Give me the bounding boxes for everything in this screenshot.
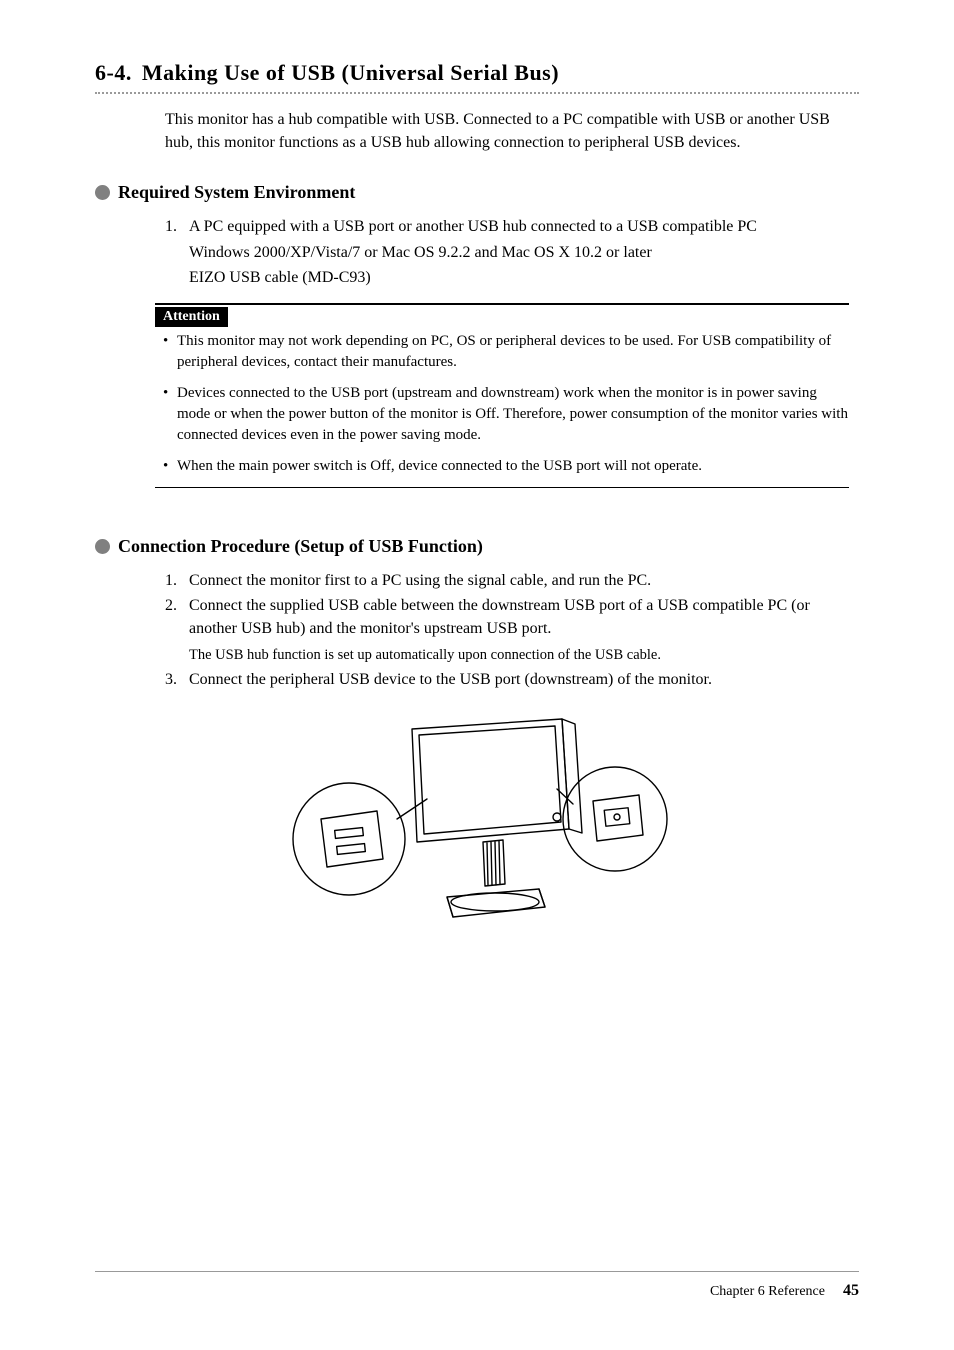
procedure-item: 1. Connect the monitor first to a PC usi… (165, 569, 849, 592)
procedure-item-text: Connect the supplied USB cable between t… (189, 594, 849, 640)
required-item-sub1: Windows 2000/XP/Vista/7 or Mac OS 9.2.2 … (189, 241, 849, 264)
attention-block: Attention This monitor may not work depe… (155, 303, 849, 488)
procedure-heading-row: Connection Procedure (Setup of USB Funct… (95, 536, 859, 557)
required-heading-row: Required System Environment (95, 182, 859, 203)
procedure-item-text: Connect the peripheral USB device to the… (189, 668, 849, 691)
procedure-item-text: Connect the monitor first to a PC using … (189, 569, 849, 592)
list-number: 1. (165, 569, 189, 592)
list-number: 3. (165, 668, 189, 691)
list-number: 2. (165, 594, 189, 665)
required-item: 1. A PC equipped with a USB port or anot… (165, 215, 849, 289)
required-item-text: A PC equipped with a USB port or another… (189, 215, 849, 238)
required-list: 1. A PC equipped with a USB port or anot… (165, 215, 849, 289)
list-body: Connect the supplied USB cable between t… (189, 594, 849, 665)
attention-label: Attention (155, 307, 228, 327)
attention-list: This monitor may not work depending on P… (155, 331, 849, 477)
bullet-icon (95, 185, 110, 200)
required-heading: Required System Environment (118, 182, 355, 203)
attention-bullet: This monitor may not work depending on P… (177, 331, 849, 373)
attention-bullet: When the main power switch is Off, devic… (177, 456, 849, 477)
procedure-item: 2. Connect the supplied USB cable betwee… (165, 594, 849, 665)
section-intro: This monitor has a hub compatible with U… (165, 108, 849, 154)
page: 6-4. Making Use of USB (Universal Serial… (0, 0, 954, 1350)
spacer (95, 492, 859, 536)
procedure-item-note: The USB hub function is set up automatic… (189, 645, 849, 666)
section-heading-row: 6-4. Making Use of USB (Universal Serial… (95, 60, 859, 86)
attention-bullet: Devices connected to the USB port (upstr… (177, 383, 849, 446)
footer-rule (95, 1271, 859, 1272)
procedure-item: 3. Connect the peripheral USB device to … (165, 668, 849, 691)
required-item-sub2: EIZO USB cable (MD-C93) (189, 266, 849, 289)
footer-page-number: 45 (843, 1282, 859, 1300)
section-number: 6-4. (95, 60, 132, 85)
list-number: 1. (165, 215, 189, 289)
attention-top-rule (155, 303, 849, 305)
monitor-usb-diagram (277, 709, 677, 929)
list-body: A PC equipped with a USB port or another… (189, 215, 849, 289)
footer-chapter: Chapter 6 Reference (710, 1284, 825, 1300)
dotted-rule (95, 92, 859, 94)
bullet-icon (95, 539, 110, 554)
procedure-list: 1. Connect the monitor first to a PC usi… (165, 569, 849, 691)
page-footer: Chapter 6 Reference 45 (95, 1271, 859, 1300)
section-title: Making Use of USB (Universal Serial Bus) (142, 60, 559, 85)
footer-line: Chapter 6 Reference 45 (95, 1282, 859, 1300)
attention-bottom-rule (155, 487, 849, 488)
procedure-heading: Connection Procedure (Setup of USB Funct… (118, 536, 483, 557)
